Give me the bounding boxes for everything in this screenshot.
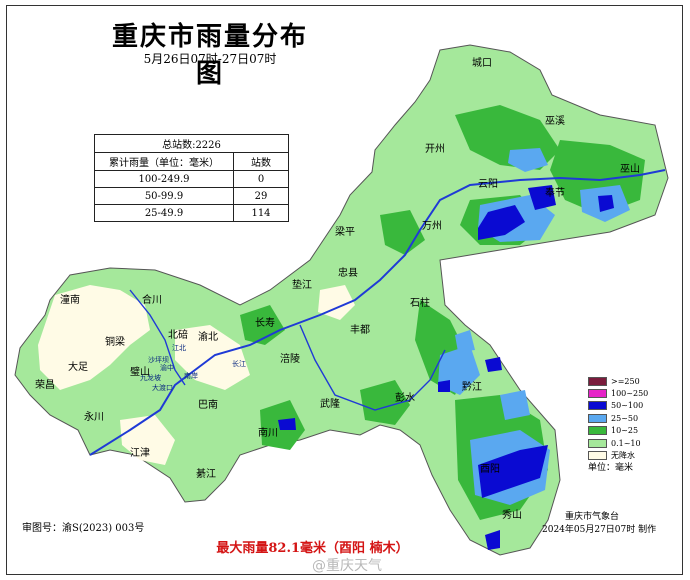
col-header-count: 站数 bbox=[233, 152, 289, 171]
label-hechuan: 合川 bbox=[142, 293, 162, 306]
map-approval-number: 审图号：渝S(2023) 003号 bbox=[22, 523, 145, 534]
label-liangping: 梁平 bbox=[335, 225, 355, 238]
range-cell: 100-249.9 bbox=[94, 170, 234, 188]
legend-swatch bbox=[588, 413, 607, 423]
label-jiangbei: 江北 bbox=[172, 344, 186, 352]
legend-swatch bbox=[588, 401, 607, 411]
legend-item: 0.1~10 bbox=[588, 437, 648, 449]
label-banan: 巴南 bbox=[198, 398, 218, 411]
label-jiangjin: 江津 bbox=[130, 447, 150, 459]
count-cell: 0 bbox=[233, 170, 289, 188]
label-wulong: 武隆 bbox=[320, 397, 340, 410]
yangtze-river bbox=[89, 169, 666, 456]
total-stations: 总站数:2226 bbox=[94, 134, 289, 153]
range-cell: 25-49.9 bbox=[94, 204, 234, 222]
label-zhongxian: 忠县 bbox=[338, 267, 358, 279]
label-qianjiang: 黔江 bbox=[462, 380, 482, 393]
legend-label: 10~25 bbox=[611, 426, 639, 436]
legend-swatch bbox=[588, 376, 607, 386]
legend-item: 50~100 bbox=[588, 400, 648, 412]
legend-swatch bbox=[588, 389, 607, 399]
legend-item: 10~25 bbox=[588, 425, 648, 437]
rain-50-100-patches bbox=[278, 185, 614, 550]
weibo-watermark: @重庆天气 bbox=[312, 558, 382, 574]
label-youyang: 酉阳 bbox=[480, 463, 500, 475]
legend-item: 25~50 bbox=[588, 412, 648, 424]
issuing-organization: 重庆市气象台 bbox=[565, 512, 620, 522]
label-pengshui: 彭水 bbox=[395, 391, 415, 404]
legend-item: 无降水 bbox=[588, 449, 648, 461]
jialing-river bbox=[129, 289, 186, 386]
label-yuzhong: 渝中 bbox=[160, 363, 174, 372]
label-bishan: 璧山 bbox=[130, 365, 150, 378]
legend-label: >=250 bbox=[611, 376, 640, 386]
label-yubei: 渝北 bbox=[198, 330, 218, 343]
label-jiulongpo: 九龙坡 bbox=[140, 373, 161, 382]
label-yongchuan: 永川 bbox=[84, 410, 104, 423]
map-title: 重庆市雨量分布图 bbox=[111, 22, 308, 89]
label-changjiang: 长江 bbox=[232, 359, 246, 368]
legend-swatch bbox=[588, 426, 607, 436]
rainfall-legend: >=250 100~250 50~100 25~50 10~25 0.1~10 … bbox=[588, 375, 648, 462]
map-frame bbox=[6, 5, 683, 575]
label-nanchuan: 南川 bbox=[258, 426, 278, 439]
legend-item: >=250 bbox=[588, 375, 648, 387]
col-header-range: 累计雨量（单位：毫米） bbox=[94, 152, 234, 171]
range-cell: 50-99.9 bbox=[94, 187, 234, 205]
label-chengkou: 城口 bbox=[472, 57, 492, 69]
wujiang-river bbox=[299, 324, 446, 411]
label-fuling: 涪陵 bbox=[280, 352, 300, 365]
max-rainfall-note: 最大雨量82.1毫米（酉阳 楠木） bbox=[216, 541, 409, 556]
label-nanan: 南岸 bbox=[184, 371, 198, 380]
label-rongchang: 荣昌 bbox=[35, 379, 55, 391]
no-rain-area-west bbox=[38, 285, 150, 390]
district-labels: 城口 巫溪 开州 巫山 云阳 奉节 万州 梁平 忠县 垫江 石柱 长寿 丰都 潼… bbox=[35, 57, 640, 521]
count-cell: 29 bbox=[233, 187, 289, 205]
table-row: 25-49.9 114 bbox=[94, 204, 289, 222]
label-shapingba: 沙坪坝 bbox=[148, 355, 169, 364]
label-dazu: 大足 bbox=[68, 360, 88, 373]
legend-label: 0.1~10 bbox=[611, 438, 641, 448]
urban-district-labels: 江北 沙坪坝 渝中 南岸 大渡口 九龙坡 长江 bbox=[140, 344, 246, 392]
label-xiushan: 秀山 bbox=[502, 509, 522, 521]
count-cell: 114 bbox=[233, 204, 289, 222]
legend-label: 无降水 bbox=[611, 451, 635, 461]
label-dadukou: 大渡口 bbox=[152, 383, 173, 392]
label-dianjiang: 垫江 bbox=[292, 278, 312, 291]
table-row: 50-99.9 29 bbox=[94, 187, 289, 205]
label-wanzhou: 万州 bbox=[422, 220, 442, 232]
label-tongnan: 潼南 bbox=[60, 293, 80, 306]
label-wushan: 巫山 bbox=[620, 163, 640, 175]
label-changshou: 长寿 bbox=[255, 316, 275, 329]
legend-label: 100~250 bbox=[611, 389, 649, 399]
label-shizhu: 石柱 bbox=[410, 296, 430, 309]
label-fengjie: 奉节 bbox=[545, 186, 565, 199]
label-qijiang: 綦江 bbox=[196, 467, 216, 480]
station-stats-table: 总站数:2226 累计雨量（单位：毫米） 站数 100-249.9 0 50-9… bbox=[94, 134, 289, 222]
label-tongliang: 铜梁 bbox=[105, 335, 125, 348]
production-time: 2024年05月27日07时 制作 bbox=[542, 525, 657, 535]
label-yunyang: 云阳 bbox=[478, 178, 498, 190]
legend-swatch bbox=[588, 451, 607, 461]
table-row: 100-249.9 0 bbox=[94, 170, 289, 188]
legend-item: 100~250 bbox=[588, 387, 648, 399]
label-fengdu: 丰都 bbox=[350, 323, 370, 336]
legend-unit: 单位：毫米 bbox=[588, 463, 634, 473]
legend-swatch bbox=[588, 438, 607, 448]
label-kaizhou: 开州 bbox=[425, 143, 445, 155]
label-wuxi: 巫溪 bbox=[545, 115, 565, 127]
legend-label: 50~100 bbox=[611, 401, 644, 411]
map-subtitle: 5月26日07时-27日07时 bbox=[143, 52, 277, 66]
label-beibei: 北碚 bbox=[168, 328, 188, 341]
legend-label: 25~50 bbox=[611, 413, 639, 423]
